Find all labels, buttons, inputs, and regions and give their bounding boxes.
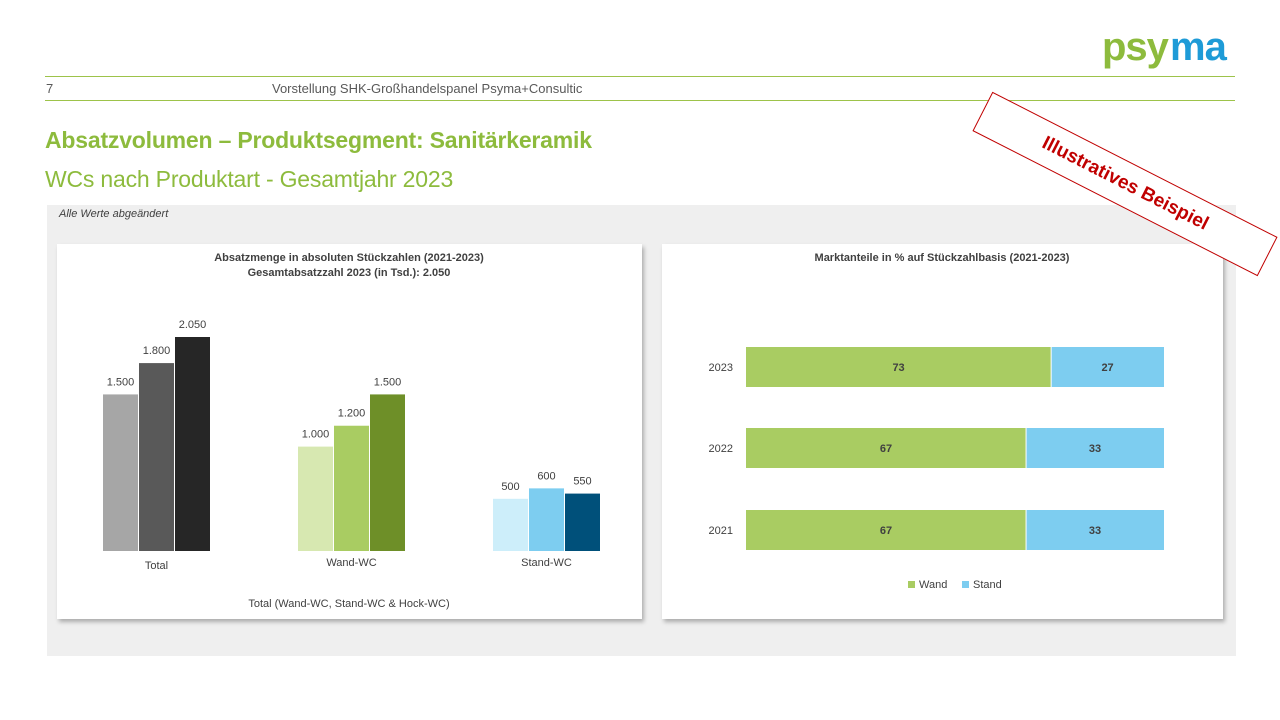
bar-Stand-WC-2 — [565, 493, 600, 551]
bar-Wand-WC-2 — [370, 394, 405, 551]
bar-Wand-WC-0 — [298, 446, 333, 551]
data-label: 550 — [573, 476, 591, 488]
chart-title: Marktanteile in % auf Stückzahlbasis (20… — [815, 252, 1070, 264]
bar-Wand-WC-1 — [334, 425, 369, 551]
share-chart: Marktanteile in % auf Stückzahlbasis (20… — [709, 252, 1164, 591]
data-label: 2.050 — [179, 319, 207, 331]
chart-subtitle: Gesamtabsatzzahl 2023 (in Tsd.): 2.050 — [248, 267, 451, 279]
data-label: 1.000 — [302, 429, 330, 441]
data-label: 1.200 — [338, 408, 366, 420]
data-label: 1.800 — [143, 345, 171, 357]
header-rule-bottom — [45, 100, 1235, 101]
data-label: 1.500 — [374, 376, 402, 388]
category-label: Wand-WC — [326, 557, 376, 569]
legend-label: Wand — [919, 579, 947, 591]
data-label: 500 — [501, 481, 519, 493]
bar-Total-1 — [139, 363, 174, 551]
bar-Total-0 — [103, 394, 138, 551]
bar-Stand-WC-0 — [493, 498, 528, 551]
data-label: 33 — [1089, 443, 1101, 455]
svg-text:psy: psy — [1102, 25, 1170, 69]
page-title: Absatzvolumen – Produktsegment: Sanitärk… — [45, 127, 592, 153]
legend-label: Stand — [973, 579, 1002, 591]
category-label: 2022 — [709, 443, 733, 455]
chart-title: Absatzmenge in absoluten Stückzahlen (20… — [214, 252, 484, 264]
bar-2022-Wand — [746, 428, 1027, 468]
data-label: 67 — [880, 443, 892, 455]
bar-2023-Wand — [746, 347, 1052, 387]
bar-chart-panel: Absatzmenge in absoluten Stückzahlen (20… — [57, 244, 642, 619]
bar-Stand-WC-1 — [529, 488, 564, 551]
data-label: 27 — [1101, 362, 1113, 374]
header-text: Vorstellung SHK-Großhandelspanel Psyma+C… — [272, 81, 583, 96]
category-label: Total — [145, 560, 168, 572]
data-label: 73 — [892, 362, 904, 374]
page-number: 7 — [46, 81, 54, 96]
svg-text:ma: ma — [1170, 25, 1228, 69]
bar-2022-Stand — [1026, 428, 1164, 468]
note-text: Alle Werte abgeändert — [59, 208, 169, 220]
share-chart-panel: Marktanteile in % auf Stückzahlbasis (20… — [662, 244, 1223, 619]
category-label: 2021 — [709, 525, 733, 537]
bar-2023-Stand — [1051, 347, 1164, 387]
header-rule-top — [45, 76, 1235, 77]
data-label: 1.500 — [107, 376, 135, 388]
bar-Total-2 — [175, 337, 210, 551]
bar-2021-Wand — [746, 510, 1027, 550]
page-subtitle: WCs nach Produktart - Gesamtjahr 2023 — [45, 166, 454, 192]
legend-swatch-Wand — [908, 581, 915, 588]
psyma-logo: psy ma — [1102, 25, 1229, 69]
bar-2021-Stand — [1026, 510, 1164, 550]
bar-chart: Absatzmenge in absoluten Stückzahlen (20… — [103, 252, 600, 610]
legend-swatch-Stand — [962, 581, 969, 588]
data-label: 33 — [1089, 525, 1101, 537]
category-label: Stand-WC — [521, 557, 572, 569]
data-label: 600 — [537, 470, 555, 482]
x-axis-label: Total (Wand-WC, Stand-WC & Hock-WC) — [248, 598, 449, 610]
data-label: 67 — [880, 525, 892, 537]
category-label: 2023 — [709, 362, 733, 374]
